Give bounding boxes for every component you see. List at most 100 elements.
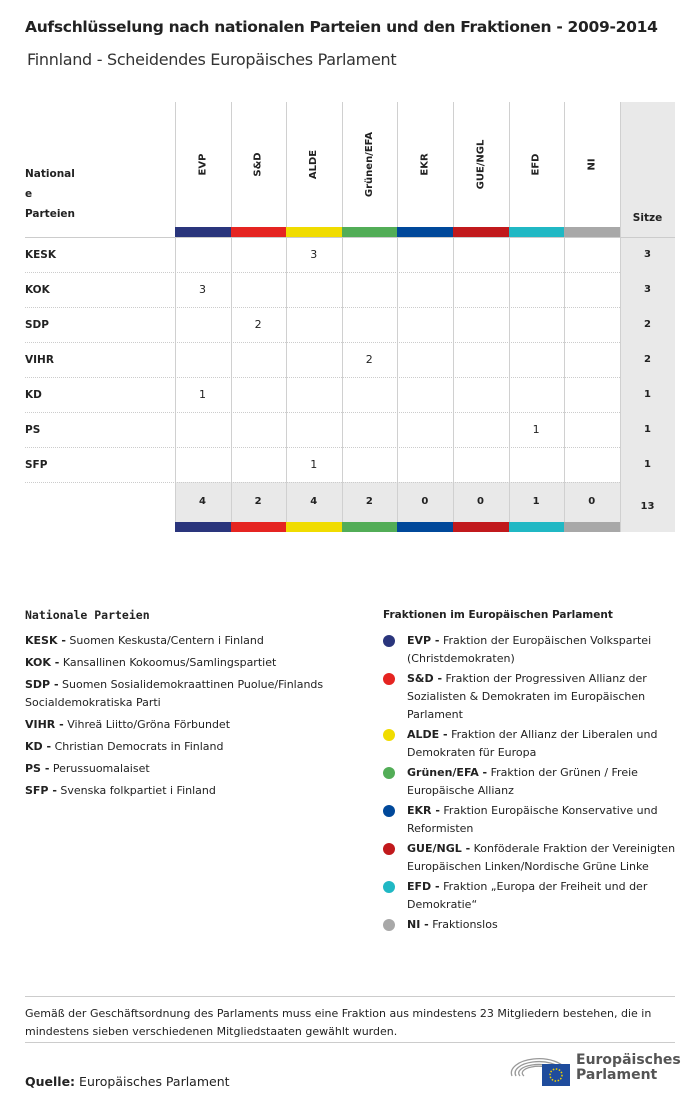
ep-logo: Europäisches Parlament — [508, 1050, 681, 1086]
group-color-bar — [564, 227, 620, 237]
row-divider — [25, 447, 620, 448]
column-header-label: NI — [586, 158, 598, 171]
column-header-label: EKR — [419, 153, 431, 176]
column-header-sd: S&D — [231, 102, 286, 227]
group-legend-item: EVP - Fraktion der Europäischen Volkspar… — [383, 632, 683, 668]
groups-legend: Fraktionen im Europäischen Parlament EVP… — [383, 606, 683, 936]
party-name: Svenska folkpartiet i Finland — [60, 784, 216, 797]
total-cell: 2 — [254, 496, 262, 507]
row-divider — [25, 482, 620, 483]
source-label: Quelle: — [25, 1074, 76, 1089]
grand-total: 13 — [640, 501, 655, 512]
page-subtitle: Finnland - Scheidendes Europäisches Parl… — [27, 50, 397, 69]
group-legend-item: NI - Fraktionslos — [383, 916, 683, 934]
group-color-dot-icon — [383, 919, 395, 931]
group-name: Fraktionslos — [432, 918, 498, 931]
total-cell: 1 — [532, 496, 540, 507]
page-title: Aufschlüsselung nach nationalen Parteien… — [25, 18, 658, 36]
row-divider — [25, 237, 675, 238]
column-header-efd: EFD — [509, 102, 564, 227]
group-abbr: NI - — [407, 918, 429, 931]
group-abbr: EVP - — [407, 634, 440, 647]
group-color-dot-icon — [383, 673, 395, 685]
party-abbr: VIHR - — [25, 718, 64, 731]
national-legend-item: KD - Christian Democrats in Finland — [25, 738, 355, 756]
seats-header: Sitze — [632, 212, 663, 224]
group-name: Fraktion Europäische Konservative und Re… — [407, 804, 658, 835]
group-abbr: EKR - — [407, 804, 440, 817]
group-color-bar — [508, 522, 565, 532]
row-total: 1 — [644, 424, 651, 435]
row-total: 2 — [644, 319, 651, 330]
column-header-guengl: GUE/NGL — [453, 102, 508, 227]
row-total: 3 — [644, 284, 651, 295]
party-name: Vihreä Liitto/Gröna Förbundet — [67, 718, 231, 731]
party-name: Perussuomalaiset — [52, 762, 150, 775]
column-divider — [397, 102, 399, 532]
row-label: VIHR — [25, 353, 54, 366]
group-name: Fraktion der Europäischen Volkspartei (C… — [407, 634, 652, 665]
party-abbr: SDP - — [25, 678, 59, 691]
seat-cell: 2 — [254, 318, 262, 331]
group-color-bar — [286, 522, 342, 532]
national-legend-title: Nationale Parteien — [25, 608, 150, 622]
footnote: Gemäß der Geschäftsordnung des Parlament… — [25, 996, 675, 1041]
group-color-dot-icon — [383, 729, 395, 741]
party-abbr: SFP - — [25, 784, 57, 797]
group-color-bar — [341, 227, 398, 237]
group-color-bar — [341, 522, 398, 532]
row-label: SFP — [25, 458, 48, 471]
row-header-line: e — [25, 188, 33, 200]
group-legend-item: Grünen/EFA - Fraktion der Grünen / Freie… — [383, 764, 683, 800]
column-header-ni: NI — [564, 102, 619, 227]
national-legend-item: KESK - Suomen Keskusta/Centern i Finland — [25, 632, 355, 650]
group-name: Fraktion der Grünen / Freie Europäische … — [407, 766, 638, 797]
group-color-bar — [453, 227, 509, 237]
national-legend-item: SDP - Suomen Sosialidemokraattinen Puolu… — [25, 676, 355, 712]
row-label: KD — [25, 388, 42, 401]
group-legend-item: GUE/NGL - Konföderale Fraktion der Verei… — [383, 840, 683, 876]
row-divider — [25, 307, 620, 308]
group-color-bar — [564, 522, 620, 532]
row-label: PS — [25, 423, 41, 436]
column-divider — [286, 102, 288, 532]
seat-table: National e Parteien Sitze EVP 4 S&D 2 ALDE 4 G… — [25, 102, 675, 532]
party-name: Suomen Keskusta/Centern i Finland — [69, 634, 264, 647]
national-legend-item: SFP - Svenska folkpartiet i Finland — [25, 782, 355, 800]
column-divider — [175, 102, 176, 532]
total-cell: 4 — [199, 496, 206, 507]
group-name: Konföderale Fraktion der Vereinigten Eur… — [407, 842, 676, 873]
group-color-bar — [175, 522, 231, 532]
column-header-ekr: EKR — [397, 102, 452, 227]
row-total: 1 — [644, 389, 651, 400]
group-color-bar — [397, 522, 453, 532]
groups-legend-title: Fraktionen im Europäischen Parlament — [383, 609, 613, 621]
hemicycle-flag-icon — [510, 1058, 570, 1086]
total-cell: 0 — [421, 496, 429, 507]
group-color-dot-icon — [383, 881, 395, 893]
column-divider — [341, 102, 343, 532]
row-label: KOK — [25, 283, 50, 296]
group-color-bar — [175, 227, 231, 237]
seat-cell: 3 — [199, 283, 206, 296]
total-cell: 0 — [477, 496, 484, 507]
row-label: SDP — [25, 318, 49, 331]
column-header-alde: ALDE — [286, 102, 341, 227]
seat-cell: 1 — [199, 388, 206, 401]
group-color-bar — [453, 522, 509, 532]
logo-line1: Europäisches — [576, 1052, 681, 1068]
row-total: 1 — [644, 459, 651, 470]
group-legend-item: EFD - Fraktion „Europa der Freiheit und … — [383, 878, 683, 914]
column-header-label: EVP — [197, 153, 208, 176]
column-header-evp: EVP — [175, 102, 230, 227]
seat-cell: 1 — [532, 423, 540, 436]
national-legend-item: KOK - Kansallinen Kokoomus/Samlingsparti… — [25, 654, 355, 672]
group-color-dot-icon — [383, 635, 395, 647]
party-name: Kansallinen Kokoomus/Samlingspartiet — [62, 656, 277, 669]
group-color-bar — [286, 227, 342, 237]
group-color-bar — [508, 227, 565, 237]
national-parties-legend: Nationale Parteien KESK - Suomen Keskust… — [25, 606, 355, 804]
group-abbr: EFD - — [407, 880, 440, 893]
divider — [25, 1042, 675, 1043]
row-label: KESK — [25, 248, 57, 261]
